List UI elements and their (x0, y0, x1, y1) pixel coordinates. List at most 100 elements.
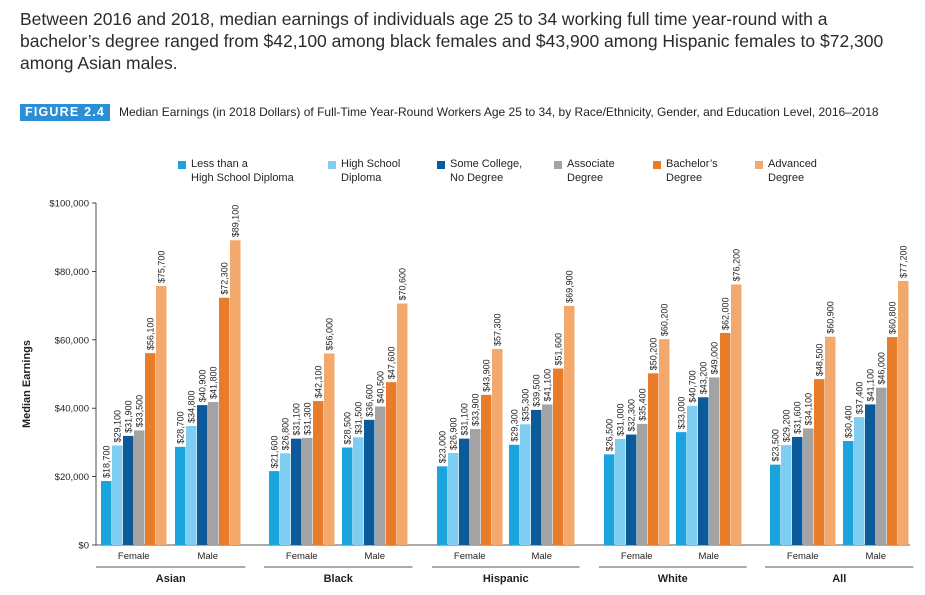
x-subgroup-label: Female (286, 551, 318, 562)
bar (448, 453, 459, 545)
bar (134, 430, 145, 545)
data-label: $29,200 (781, 410, 791, 443)
bar (186, 425, 197, 545)
legend-label: Bachelor’s Degree (666, 158, 718, 184)
data-label: $32,300 (626, 399, 636, 432)
data-label: $56,100 (145, 318, 155, 351)
bar (542, 404, 553, 545)
data-label: $41,100 (542, 369, 552, 402)
x-subgroup-label: Female (787, 551, 819, 562)
bar (145, 353, 156, 545)
data-label: $60,800 (887, 302, 897, 335)
bar (302, 437, 313, 545)
bar (509, 444, 520, 545)
x-subgroup-label: Female (621, 551, 653, 562)
bar (898, 280, 909, 545)
y-axis-title: Median Earnings (21, 340, 33, 428)
bar (615, 438, 626, 545)
bar (324, 353, 335, 545)
x-group-label: All (832, 573, 846, 585)
x-subgroup-label: Male (865, 551, 886, 562)
bar (364, 419, 375, 545)
x-group-label: White (658, 573, 688, 585)
bar (269, 471, 280, 545)
data-label: $31,000 (615, 403, 625, 436)
data-label: $31,900 (123, 400, 133, 433)
data-label: $35,300 (520, 389, 530, 422)
bar (637, 423, 648, 545)
bar (676, 432, 687, 545)
bar (814, 379, 825, 545)
x-subgroup-label: Male (197, 551, 218, 562)
data-label: $34,100 (803, 393, 813, 426)
figure-label-badge: FIGURE 2.4 (20, 104, 111, 121)
x-subgroup-label: Male (531, 551, 552, 562)
bar (291, 438, 302, 545)
data-label: $30,400 (843, 405, 853, 438)
legend-label: Advanced Degree (768, 158, 817, 184)
x-subgroup-label: Male (698, 551, 719, 562)
y-tick-label: $60,000 (55, 335, 89, 346)
bar (175, 446, 186, 545)
x-group-label: Black (324, 573, 354, 585)
bar (342, 447, 353, 545)
bar (313, 401, 324, 545)
bar (470, 429, 481, 545)
bar (865, 404, 876, 545)
data-label: $18,700 (101, 445, 111, 478)
bar (123, 435, 134, 545)
bar (386, 382, 397, 545)
data-label: $33,900 (470, 394, 480, 427)
data-label: $26,800 (280, 418, 290, 451)
bar (770, 464, 781, 545)
bar (112, 445, 123, 545)
legend-label: Associate Degree (567, 158, 615, 184)
bar (375, 406, 386, 545)
legend-swatch (653, 161, 661, 169)
bar (353, 437, 364, 545)
data-label: $49,000 (709, 342, 719, 375)
data-label: $72,300 (219, 262, 229, 295)
legend-swatch (755, 161, 763, 169)
bar (230, 240, 241, 545)
x-subgroup-label: Female (118, 551, 150, 562)
bar (792, 436, 803, 545)
data-label: $31,300 (302, 402, 312, 435)
data-label: $31,500 (353, 402, 363, 435)
data-label: $60,200 (659, 304, 669, 337)
data-label: $41,800 (208, 366, 218, 399)
bar (687, 405, 698, 545)
bar (731, 284, 742, 545)
data-label: $77,200 (898, 245, 908, 278)
bar (854, 417, 865, 545)
legend-label: Less than a High School Diploma (191, 158, 294, 184)
bar (156, 286, 167, 545)
data-label: $76,200 (731, 249, 741, 282)
data-label: $31,600 (792, 401, 802, 434)
x-subgroup-label: Male (364, 551, 385, 562)
data-label: $43,200 (698, 362, 708, 395)
data-label: $57,300 (492, 313, 502, 346)
legend-swatch (554, 161, 562, 169)
bar (604, 454, 615, 545)
bar (720, 332, 731, 545)
data-label: $62,000 (720, 297, 730, 330)
data-label: $69,900 (564, 270, 574, 303)
bar (437, 466, 448, 545)
y-tick-label: $0 (78, 541, 89, 552)
bar (843, 441, 854, 545)
bar (626, 434, 637, 545)
data-label: $89,100 (230, 205, 240, 238)
figure-title: Median Earnings (in 2018 Dollars) of Ful… (119, 105, 879, 119)
bar (397, 303, 408, 545)
legend-swatch (178, 161, 186, 169)
bar (208, 402, 219, 545)
data-label: $21,600 (269, 436, 279, 469)
bar (698, 397, 709, 545)
legend-label: Some College, No Degree (450, 158, 523, 184)
data-label: $51,600 (553, 333, 563, 366)
chart-legend: Less than a High School Diploma High Sch… (0, 158, 925, 192)
bar (553, 368, 564, 545)
bar (101, 481, 112, 545)
